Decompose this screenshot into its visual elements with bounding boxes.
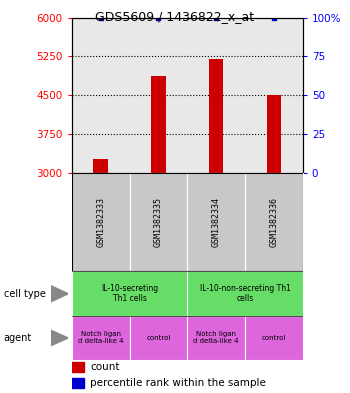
Text: cell type: cell type bbox=[4, 289, 46, 299]
Bar bbox=[72, 362, 84, 372]
Text: control: control bbox=[262, 335, 286, 341]
Polygon shape bbox=[51, 330, 68, 346]
Point bbox=[98, 15, 104, 21]
Point bbox=[271, 15, 277, 21]
FancyBboxPatch shape bbox=[245, 173, 303, 271]
FancyBboxPatch shape bbox=[72, 173, 130, 271]
Text: control: control bbox=[146, 335, 170, 341]
FancyBboxPatch shape bbox=[187, 173, 245, 271]
Text: agent: agent bbox=[4, 333, 32, 343]
Bar bbox=[93, 159, 108, 173]
Text: Notch ligan
d delta-like 4: Notch ligan d delta-like 4 bbox=[78, 331, 123, 345]
Text: GSM1382336: GSM1382336 bbox=[270, 197, 278, 247]
Polygon shape bbox=[51, 286, 68, 302]
Bar bbox=[151, 76, 166, 173]
Text: Notch ligan
d delta-like 4: Notch ligan d delta-like 4 bbox=[193, 331, 239, 345]
FancyBboxPatch shape bbox=[130, 316, 187, 360]
FancyBboxPatch shape bbox=[245, 316, 303, 360]
FancyBboxPatch shape bbox=[187, 271, 303, 316]
FancyBboxPatch shape bbox=[72, 316, 130, 360]
Text: count: count bbox=[90, 362, 120, 372]
Bar bbox=[72, 378, 84, 388]
Point bbox=[155, 15, 161, 21]
Bar bbox=[267, 95, 281, 173]
Bar bbox=[209, 59, 223, 173]
Text: GDS5609 / 1436822_x_at: GDS5609 / 1436822_x_at bbox=[96, 10, 254, 23]
FancyBboxPatch shape bbox=[72, 271, 187, 316]
Text: IL-10-secreting
Th1 cells: IL-10-secreting Th1 cells bbox=[101, 284, 158, 303]
FancyBboxPatch shape bbox=[187, 316, 245, 360]
Text: GSM1382333: GSM1382333 bbox=[96, 197, 105, 247]
Text: GSM1382334: GSM1382334 bbox=[212, 197, 220, 247]
Point bbox=[214, 15, 219, 21]
Text: IL-10-non-secreting Th1
cells: IL-10-non-secreting Th1 cells bbox=[199, 284, 290, 303]
Text: GSM1382335: GSM1382335 bbox=[154, 197, 163, 247]
Text: percentile rank within the sample: percentile rank within the sample bbox=[90, 378, 266, 388]
FancyBboxPatch shape bbox=[130, 173, 187, 271]
